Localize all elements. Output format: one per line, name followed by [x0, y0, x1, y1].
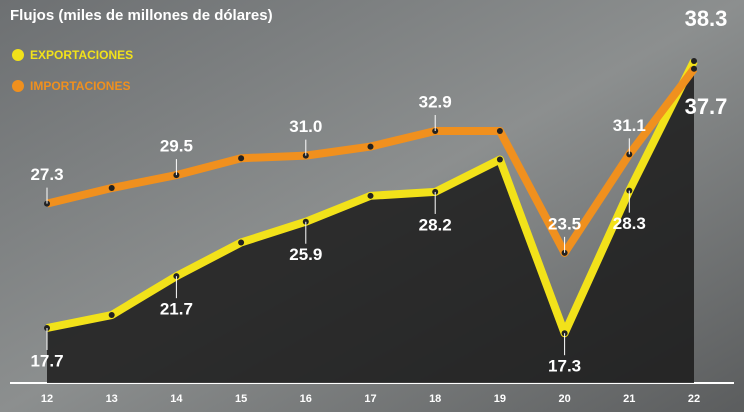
legend-label: EXPORTACIONES — [30, 48, 133, 62]
data-label: 21.7 — [160, 300, 193, 319]
point — [496, 128, 503, 135]
x-tick-label: 13 — [106, 393, 118, 405]
data-label: 23.5 — [548, 214, 581, 233]
data-label: 27.3 — [30, 165, 63, 184]
x-tick-label: 17 — [364, 393, 376, 405]
data-label: 17.7 — [30, 351, 63, 370]
data-label: 28.2 — [419, 215, 452, 234]
x-tick-label: 20 — [558, 393, 570, 405]
point — [367, 143, 374, 150]
x-tick-label: 18 — [429, 393, 441, 405]
point — [238, 239, 245, 246]
chart-title: Flujos (miles de millones de dólares) — [10, 7, 273, 24]
legend-label: IMPORTACIONES — [30, 79, 130, 93]
x-tick-label: 14 — [170, 393, 183, 405]
x-tick-label: 16 — [300, 393, 312, 405]
x-tick-label: 21 — [623, 393, 635, 405]
data-label: 28.3 — [613, 214, 646, 233]
point — [691, 58, 697, 65]
point — [496, 156, 503, 163]
x-tick-label: 15 — [235, 393, 247, 405]
x-tick-label: 19 — [494, 393, 506, 405]
legend-marker — [12, 80, 24, 92]
data-label: 31.0 — [289, 117, 322, 136]
data-label: 31.1 — [613, 116, 646, 135]
data-label: 29.5 — [160, 137, 193, 156]
point — [238, 155, 245, 162]
data-label: 17.3 — [548, 357, 581, 376]
point — [691, 65, 697, 72]
x-tick-label: 12 — [41, 393, 53, 405]
point — [367, 192, 374, 199]
data-label: 32.9 — [419, 93, 452, 112]
legend-marker — [12, 49, 24, 61]
x-tick-label: 22 — [688, 393, 700, 405]
data-label: 25.9 — [289, 245, 322, 264]
area — [47, 61, 694, 383]
data-label: 38.3 — [685, 6, 728, 31]
data-label: 37.7 — [685, 94, 728, 119]
point — [108, 312, 115, 319]
point — [108, 185, 115, 192]
